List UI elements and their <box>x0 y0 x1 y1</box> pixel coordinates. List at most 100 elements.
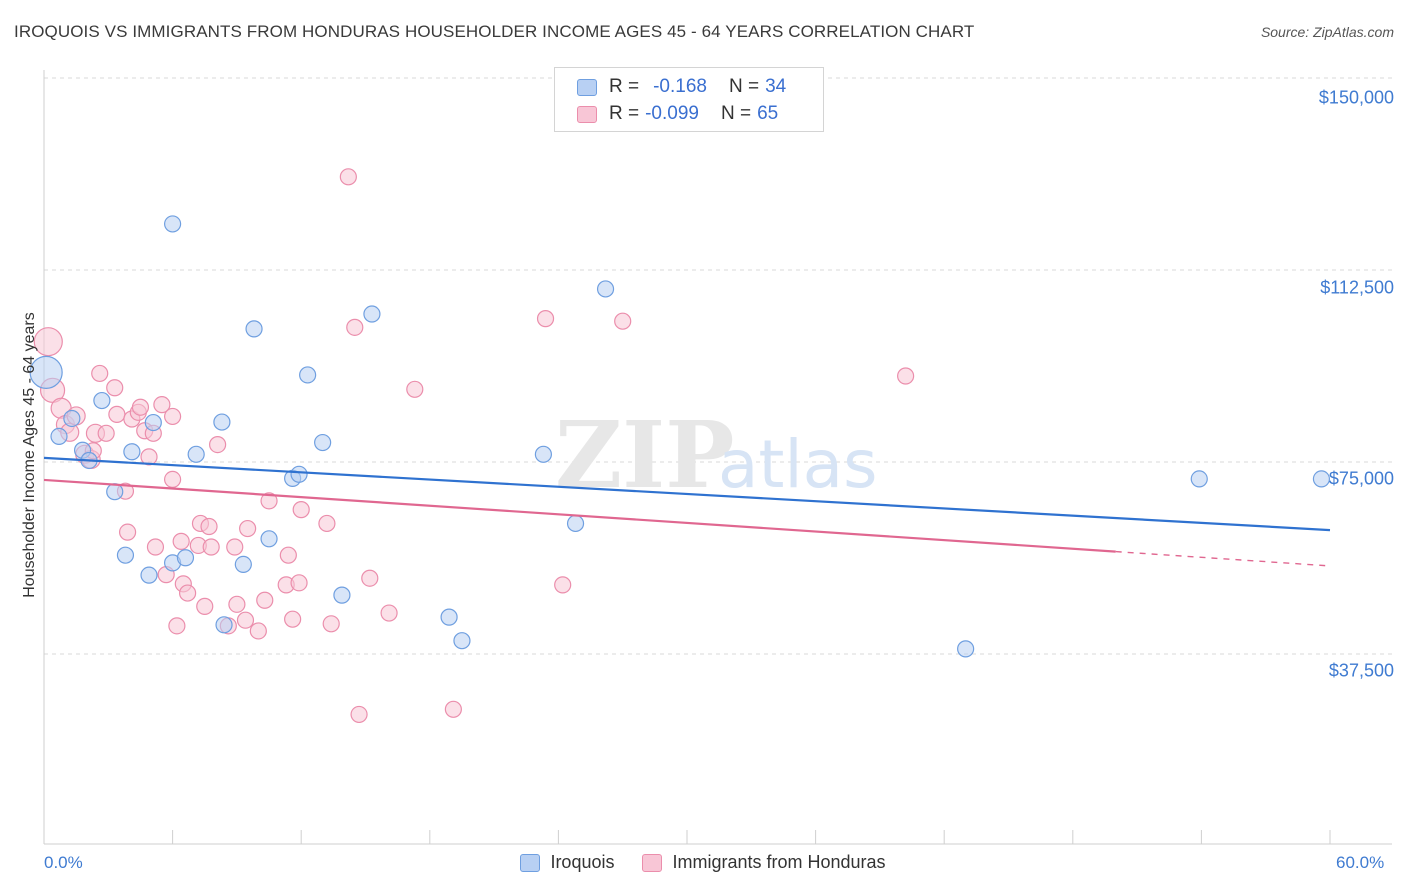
r-value: -0.168 <box>653 76 707 97</box>
iroquois-point <box>440 608 458 626</box>
honduras-point <box>361 569 379 587</box>
stats-row-iroquois: R = -0.168 N = 34 <box>577 75 786 99</box>
honduras-point <box>131 398 150 416</box>
iroquois-point <box>213 413 231 431</box>
y-tick-label: $150,000 <box>1318 87 1394 108</box>
honduras-point <box>239 519 257 538</box>
honduras-point <box>290 574 308 592</box>
honduras-point <box>164 470 182 489</box>
series-legend: Iroquois Immigrants from Honduras <box>0 852 1406 873</box>
iroquois-point <box>596 280 615 298</box>
x-tick-label-min: 0.0% <box>44 853 83 872</box>
honduras-point <box>108 405 126 423</box>
honduras-point <box>614 312 632 330</box>
honduras-point <box>279 546 297 564</box>
legend-item-iroquois[interactable]: Iroquois <box>520 852 614 873</box>
honduras-point <box>91 364 109 383</box>
iroquois-point <box>140 566 158 584</box>
honduras-point <box>284 610 302 628</box>
source-label: Source: ZipAtlas.com <box>1260 24 1394 40</box>
chart-title: IROQUOIS VS IMMIGRANTS FROM HONDURAS HOU… <box>14 22 975 41</box>
y-axis-label: Householder Income Ages 45 - 64 years <box>21 312 38 598</box>
honduras-point <box>350 705 368 724</box>
honduras-point <box>172 532 190 550</box>
x-tick-label-max: 60.0% <box>1336 853 1385 872</box>
iroquois-point <box>29 355 63 389</box>
honduras-point <box>406 380 424 398</box>
trend-lines <box>43 456 1331 567</box>
honduras-point <box>202 538 220 556</box>
y-tick-label: $37,500 <box>1328 660 1394 681</box>
iroquois-point <box>1312 470 1331 488</box>
legend-item-honduras[interactable]: Immigrants from Honduras <box>642 852 886 873</box>
iroquois-point <box>245 320 263 338</box>
legend-label-iroquois: Iroquois <box>550 852 615 872</box>
honduras-point <box>897 367 915 385</box>
honduras-point <box>196 597 214 615</box>
n-value: 34 <box>765 76 787 97</box>
iroquois-point <box>290 465 308 483</box>
honduras-point <box>228 595 246 613</box>
series-iroquois-points <box>29 215 1331 658</box>
honduras-point <box>346 318 364 336</box>
honduras-point <box>236 611 255 629</box>
iroquois-point <box>144 413 162 432</box>
iroquois-point <box>50 427 68 445</box>
iroquois-point <box>299 366 317 384</box>
iroquois-trend-line <box>43 456 1331 532</box>
n-label: N = <box>720 103 752 124</box>
legend-label-honduras: Immigrants from Honduras <box>672 852 886 872</box>
honduras-point <box>322 615 340 633</box>
honduras-point <box>260 492 278 510</box>
honduras-point <box>153 396 171 414</box>
r-value: -0.099 <box>645 103 699 124</box>
honduras-point <box>118 523 137 541</box>
honduras-point <box>380 604 398 622</box>
honduras-point <box>179 584 197 602</box>
iroquois-point <box>116 546 135 564</box>
iroquois-swatch <box>577 78 597 96</box>
iroquois-point <box>234 555 252 574</box>
n-label: N = <box>728 76 760 97</box>
stats-row-honduras: R = -0.099 N = 65 <box>577 102 778 126</box>
iroquois-point <box>957 640 975 658</box>
honduras-point <box>249 622 267 640</box>
honduras-point <box>97 424 115 442</box>
iroquois-point <box>333 586 351 604</box>
watermark: ZIP atlas <box>555 401 878 509</box>
iroquois-point <box>363 305 381 323</box>
iroquois-legend-swatch <box>520 853 541 872</box>
iroquois-point <box>176 549 195 567</box>
honduras-point <box>33 327 63 357</box>
watermark-atlas: atlas <box>718 426 878 503</box>
honduras-point <box>200 517 218 536</box>
iroquois-point <box>1190 470 1208 488</box>
honduras-point <box>256 591 274 609</box>
honduras-point <box>226 538 244 556</box>
y-tick-label: $112,500 <box>1320 277 1394 298</box>
iroquois-point <box>215 616 233 634</box>
honduras-point <box>146 538 165 556</box>
honduras-point <box>318 514 336 533</box>
honduras-trend-line <box>43 478 1116 553</box>
iroquois-point <box>260 530 278 548</box>
iroquois-point <box>566 514 585 533</box>
iroquois-point <box>314 433 332 452</box>
honduras-point <box>554 576 572 594</box>
honduras-legend-swatch <box>642 853 663 872</box>
honduras-point <box>536 310 555 328</box>
watermark-zip: ZIP <box>555 401 734 509</box>
honduras-point <box>168 617 186 635</box>
stats-legend: R = -0.168 N = 34 R = -0.099 N = 65 <box>554 67 824 132</box>
honduras-point <box>164 407 182 426</box>
honduras-point <box>209 435 227 454</box>
honduras-point <box>292 501 310 519</box>
r-label: R = <box>609 103 640 124</box>
iroquois-point <box>453 632 471 650</box>
axes <box>43 70 1392 845</box>
iroquois-point <box>63 409 81 428</box>
honduras-point <box>444 700 462 718</box>
honduras-point <box>339 168 357 186</box>
grid <box>44 77 1392 655</box>
